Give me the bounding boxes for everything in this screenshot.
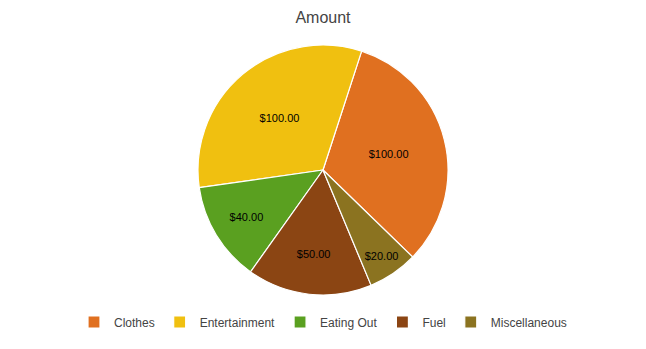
- svg-text:$100.00: $100.00: [260, 112, 300, 124]
- svg-text:Eating Out: Eating Out: [320, 316, 377, 330]
- svg-text:$100.00: $100.00: [369, 148, 409, 160]
- svg-text:Miscellaneous: Miscellaneous: [491, 316, 567, 330]
- svg-text:Clothes: Clothes: [114, 316, 155, 330]
- svg-text:$20.00: $20.00: [365, 250, 399, 262]
- svg-text:$40.00: $40.00: [230, 211, 264, 223]
- svg-text:Amount: Amount: [295, 9, 351, 26]
- svg-text:Entertainment: Entertainment: [200, 316, 275, 330]
- svg-text:Fuel: Fuel: [422, 316, 445, 330]
- svg-text:$50.00: $50.00: [297, 248, 331, 260]
